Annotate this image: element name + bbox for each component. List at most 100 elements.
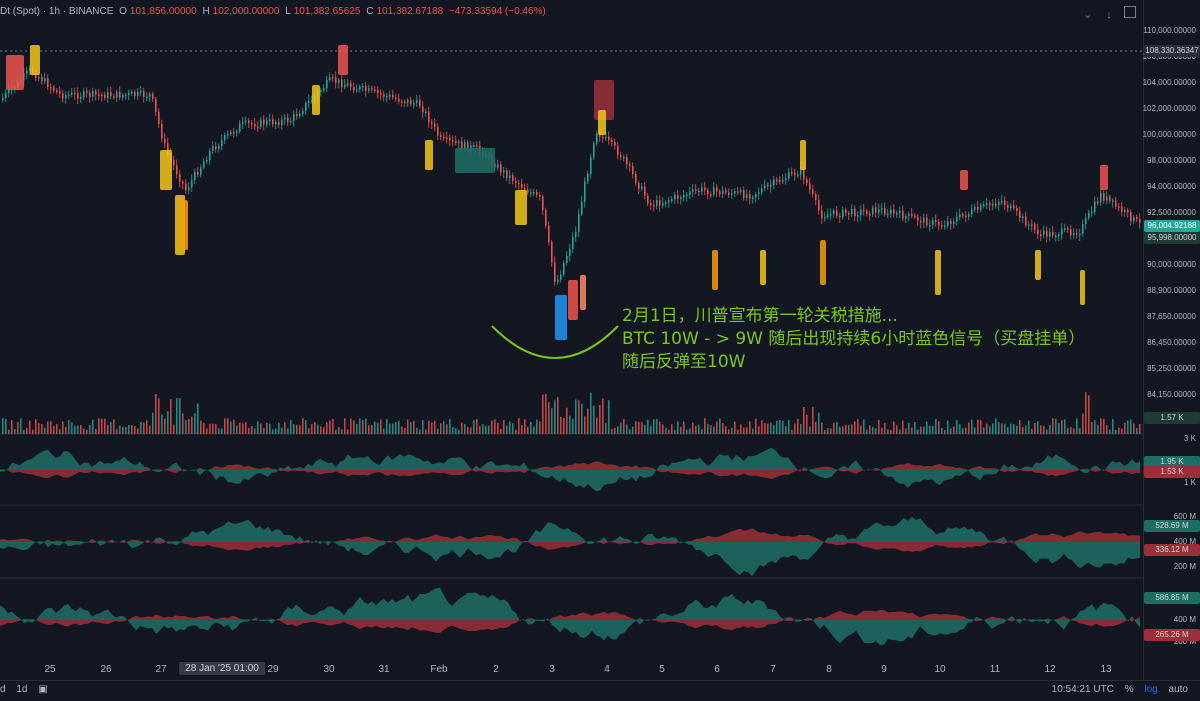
candle <box>1043 230 1045 235</box>
volume-bar <box>659 421 661 434</box>
volume-bar <box>617 426 619 434</box>
candle <box>839 215 841 218</box>
candle <box>1076 232 1078 235</box>
candle <box>146 96 148 99</box>
candle <box>674 194 676 200</box>
volume-bar <box>71 422 73 434</box>
volume-bar <box>53 425 55 434</box>
volume-bar <box>383 428 385 434</box>
annotation-line-2: BTC 10W - > 9W 随后出现持续6小时蓝色信号（买盘挂单） <box>622 329 1086 349</box>
volume-bar <box>872 426 874 434</box>
time-axis[interactable]: 28 Jan '25 01:00 25 26 27 29 30 31 Feb 2 3 4 5 6 7 8 9… <box>0 660 1144 680</box>
volume-bar <box>425 429 427 434</box>
candle <box>812 189 814 195</box>
volume-bar <box>362 420 364 434</box>
candle <box>755 193 757 198</box>
candle <box>800 166 802 175</box>
range-button-1d[interactable]: 1d <box>16 684 28 695</box>
price-axis[interactable]: 110,000.00000106,000.00000104,000.000001… <box>1143 0 1200 680</box>
signal-zone <box>1035 250 1041 280</box>
volume-bar <box>140 422 142 434</box>
candle <box>35 73 37 79</box>
volume-bar <box>1007 427 1009 434</box>
signal-zone <box>160 150 172 190</box>
volume-bar <box>878 419 880 434</box>
symbol-name[interactable]: Dt (Spot) · 1h · BINANCE <box>0 6 114 17</box>
volume-bar <box>230 421 232 434</box>
price-chart[interactable] <box>0 0 1144 660</box>
indicator-tag-green: 528.69 M <box>1144 520 1200 532</box>
volume-bar <box>815 421 817 434</box>
volume-bar <box>311 424 313 434</box>
annotation-arc <box>491 325 619 359</box>
candle <box>242 121 244 124</box>
volume-bar <box>887 429 889 434</box>
candle <box>641 186 643 189</box>
current-price-tag-2: 95,998.00000 <box>1144 232 1200 244</box>
volume-bar <box>203 422 205 434</box>
volume-bar <box>713 426 715 434</box>
open-value: 101,856.00000 <box>129 6 197 17</box>
volume-bar <box>20 418 22 434</box>
volume-bar <box>149 425 151 434</box>
fullscreen-icon[interactable] <box>1122 6 1138 21</box>
indicator-tag-red: 1.53 K <box>1144 466 1200 478</box>
calendar-range-icon[interactable]: ▣ <box>38 684 48 695</box>
volume-bar <box>1022 427 1024 434</box>
volume-bar <box>14 429 16 434</box>
volume-bar <box>998 422 1000 434</box>
volume-bar <box>668 429 670 434</box>
candle <box>770 185 772 187</box>
volume-bar <box>1070 427 1072 434</box>
volume-bar <box>335 429 337 434</box>
candle <box>47 78 49 88</box>
candle <box>587 173 589 182</box>
candle <box>692 189 694 192</box>
candle <box>686 194 688 197</box>
chevron-down-icon[interactable]: ⌄ <box>1083 9 1093 21</box>
candle <box>998 202 1000 205</box>
indicator-tag-green: 586.85 M <box>1144 592 1200 604</box>
candle <box>215 146 217 150</box>
volume-bar <box>104 418 106 434</box>
volume-bar <box>314 422 316 434</box>
candle <box>620 155 622 158</box>
volume-bar <box>68 419 70 434</box>
candle <box>872 207 874 215</box>
candle <box>296 114 298 117</box>
candle <box>68 94 70 97</box>
candle <box>1133 217 1135 222</box>
log-toggle[interactable]: log <box>1144 684 1158 695</box>
volume-bar <box>716 421 718 434</box>
candle <box>284 117 286 120</box>
price-tick-label: 110,000.00000 <box>1143 26 1196 35</box>
candle <box>101 94 103 97</box>
candle <box>905 215 907 219</box>
range-button-d[interactable]: d <box>0 684 6 695</box>
time-tick-label: 13 <box>1100 664 1112 675</box>
volume-bar <box>197 403 199 434</box>
candle <box>503 170 505 173</box>
candle <box>206 160 208 162</box>
volume-bar <box>341 429 343 434</box>
candle <box>668 200 670 203</box>
volume-bar <box>1139 423 1141 434</box>
arrow-down-icon[interactable]: ↓ <box>1106 9 1112 21</box>
volume-bar <box>374 421 376 434</box>
volume-bar <box>893 421 895 434</box>
volume-bar <box>1025 425 1027 434</box>
volume-bar <box>623 419 625 434</box>
signal-zone <box>598 110 606 135</box>
candle <box>1070 229 1072 236</box>
candle <box>1034 224 1036 230</box>
volume-bar <box>530 421 532 434</box>
volume-bar <box>317 424 319 434</box>
auto-toggle[interactable]: auto <box>1168 684 1188 695</box>
candle <box>77 93 79 99</box>
volume-bar <box>656 418 658 434</box>
clock-time[interactable]: 10:54:21 UTC <box>1051 684 1114 695</box>
candle <box>1037 229 1039 235</box>
percent-toggle[interactable]: % <box>1124 684 1134 695</box>
candle <box>791 172 793 174</box>
volume-bar <box>551 408 553 434</box>
